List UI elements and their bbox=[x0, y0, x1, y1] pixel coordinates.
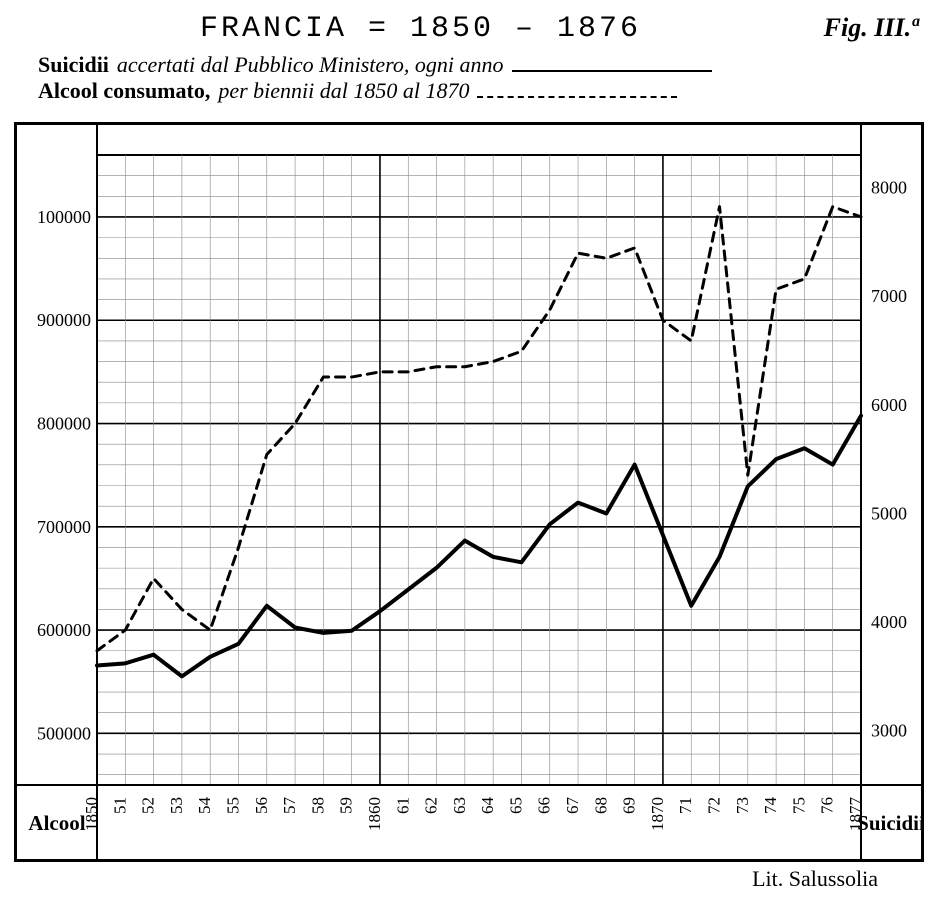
svg-text:59: 59 bbox=[337, 797, 356, 814]
svg-text:7000: 7000 bbox=[871, 286, 907, 306]
svg-text:67: 67 bbox=[563, 797, 582, 815]
svg-text:1870: 1870 bbox=[648, 797, 667, 831]
legend-label-italic: accertati dal Pubblico Ministero, ogni a… bbox=[117, 52, 504, 78]
svg-text:Alcool: Alcool bbox=[28, 811, 85, 835]
chart-container: 500000 600000 700000 800000 900000 100000 3000… bbox=[14, 122, 924, 862]
svg-text:57: 57 bbox=[280, 797, 299, 815]
svg-text:68: 68 bbox=[591, 797, 610, 814]
lithographer-credit: Lit. Salussolia bbox=[752, 866, 878, 892]
figure-number: Fig. III.ª bbox=[824, 13, 918, 43]
svg-text:55: 55 bbox=[223, 797, 242, 814]
chart-title: FRANCIA = 1850 – 1876 bbox=[200, 12, 641, 46]
legend-series-suicidii: Suicidii accertati dal Pubblico Minister… bbox=[38, 52, 918, 78]
svg-text:56: 56 bbox=[252, 797, 271, 814]
svg-text:54: 54 bbox=[195, 797, 214, 815]
svg-text:62: 62 bbox=[422, 797, 441, 814]
svg-text:6000: 6000 bbox=[871, 395, 907, 415]
svg-text:65: 65 bbox=[506, 797, 525, 814]
header: FRANCIA = 1850 – 1876 Fig. III.ª Suicidi… bbox=[0, 0, 938, 108]
svg-text:63: 63 bbox=[450, 797, 469, 814]
svg-text:72: 72 bbox=[705, 797, 724, 814]
svg-text:5000: 5000 bbox=[871, 503, 907, 523]
svg-text:75: 75 bbox=[789, 797, 808, 814]
title-row: FRANCIA = 1850 – 1876 Fig. III.ª bbox=[20, 12, 918, 46]
legend-series-alcool: Alcool consumato, per biennii dal 1850 a… bbox=[38, 78, 918, 104]
svg-text:3000: 3000 bbox=[871, 721, 907, 741]
svg-text:4000: 4000 bbox=[871, 612, 907, 632]
chart-svg: 500000 600000 700000 800000 900000 100000 3000… bbox=[17, 125, 921, 859]
legend-line-dashed bbox=[477, 96, 677, 98]
svg-text:52: 52 bbox=[139, 797, 158, 814]
legend: Suicidii accertati dal Pubblico Minister… bbox=[20, 46, 918, 104]
legend-line-solid bbox=[512, 70, 712, 72]
svg-text:700000: 700000 bbox=[37, 517, 91, 537]
svg-text:1860: 1860 bbox=[365, 797, 384, 831]
svg-text:53: 53 bbox=[167, 797, 186, 814]
svg-text:600000: 600000 bbox=[37, 620, 91, 640]
svg-text:900000: 900000 bbox=[37, 310, 91, 330]
svg-text:74: 74 bbox=[761, 797, 780, 815]
svg-text:100000: 100000 bbox=[37, 207, 91, 227]
legend-label-italic: per biennii dal 1850 al 1870 bbox=[218, 78, 469, 104]
svg-text:76: 76 bbox=[818, 797, 837, 814]
svg-text:Suicidii: Suicidii bbox=[857, 811, 921, 835]
legend-label-bold: Alcool consumato, bbox=[38, 78, 210, 104]
svg-text:800000: 800000 bbox=[37, 414, 91, 434]
svg-text:73: 73 bbox=[733, 797, 752, 814]
svg-text:58: 58 bbox=[308, 797, 327, 814]
svg-text:71: 71 bbox=[676, 797, 695, 814]
svg-text:51: 51 bbox=[110, 797, 129, 814]
svg-text:61: 61 bbox=[393, 797, 412, 814]
svg-text:8000: 8000 bbox=[871, 178, 907, 198]
svg-text:500000: 500000 bbox=[37, 723, 91, 743]
svg-text:64: 64 bbox=[478, 797, 497, 815]
svg-text:66: 66 bbox=[535, 797, 554, 814]
svg-text:69: 69 bbox=[620, 797, 639, 814]
legend-label-bold: Suicidii bbox=[38, 52, 109, 78]
